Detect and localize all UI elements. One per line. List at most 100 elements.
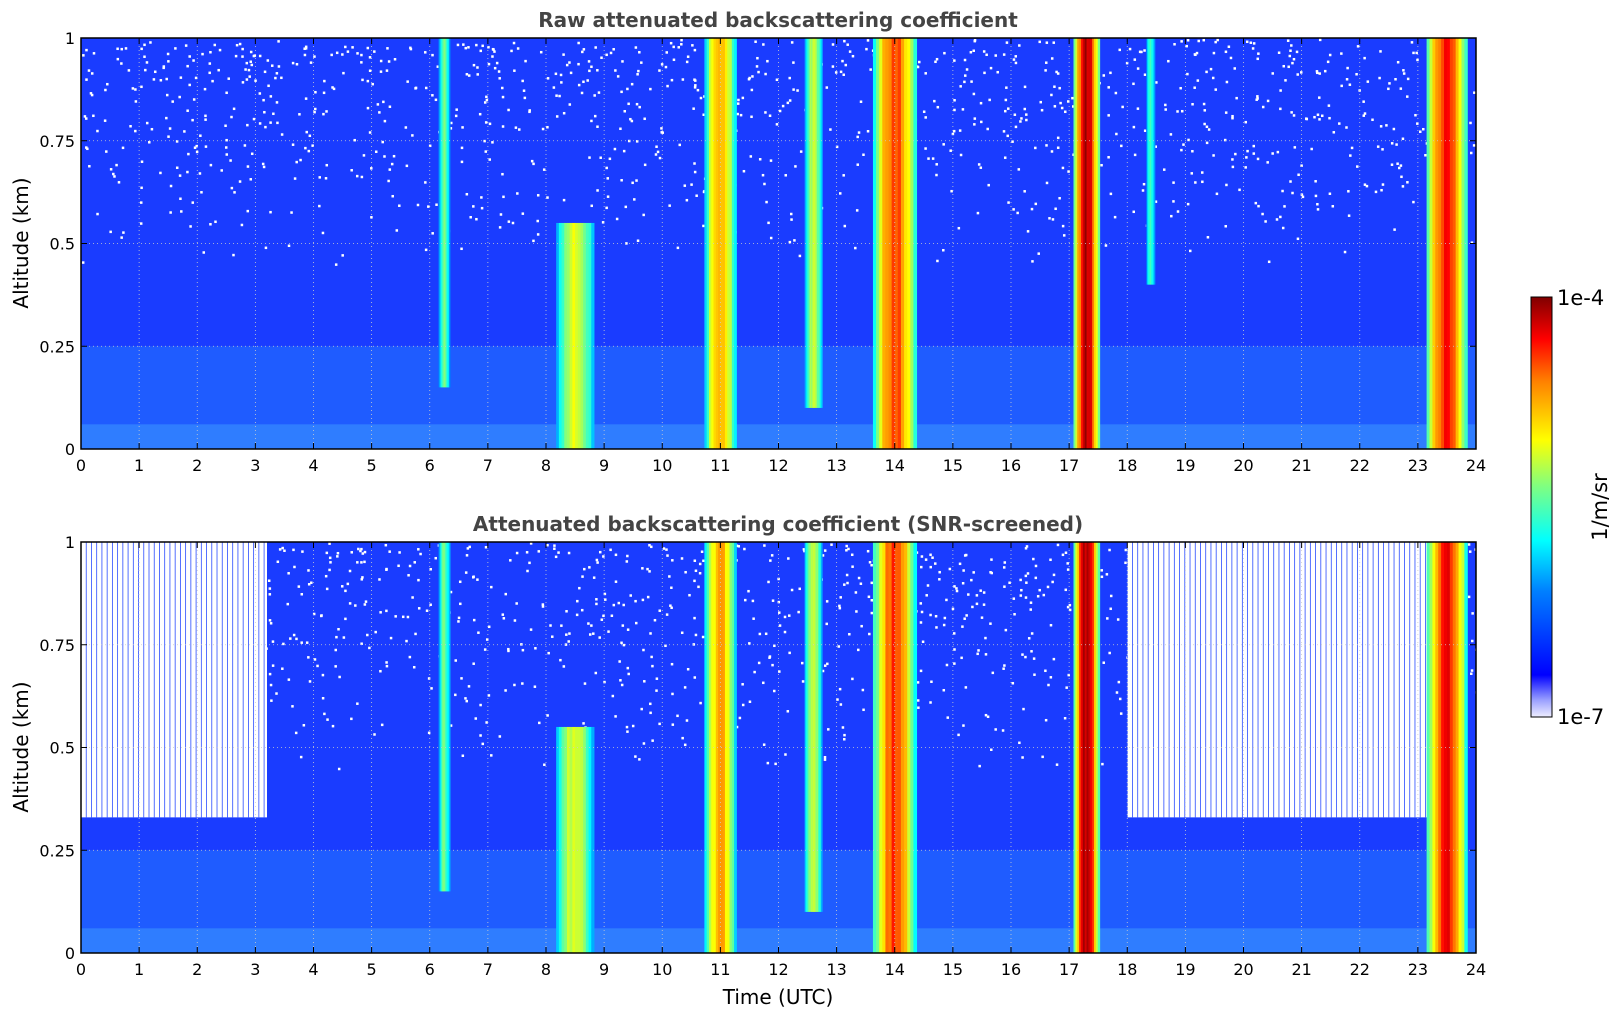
heatmap-cell — [927, 157, 930, 160]
heatmap-cell — [626, 554, 629, 558]
heatmap-cell — [743, 547, 746, 551]
heatmap-cell — [1197, 39, 1200, 43]
heatmap-cell — [990, 571, 993, 575]
heatmap-cell — [1119, 712, 1123, 715]
heatmap-cell — [778, 624, 782, 627]
heatmap-cell — [254, 79, 257, 82]
heatmap-cell — [1116, 618, 1120, 621]
heatmap-cell — [1176, 210, 1180, 213]
heatmap-cell — [1073, 542, 1076, 953]
heatmap-cell — [805, 38, 808, 408]
heatmap-cell — [383, 119, 387, 123]
heatmap-cell — [741, 683, 744, 686]
heatmap-cell — [270, 699, 273, 702]
heatmap-cell — [528, 109, 531, 112]
heatmap-cell — [799, 150, 803, 153]
heatmap-cell — [479, 734, 482, 737]
heatmap-cell — [843, 738, 846, 741]
heatmap-cell — [90, 72, 94, 75]
heatmap-cell — [839, 596, 842, 599]
heatmap-cell — [293, 177, 297, 180]
heatmap-cell — [458, 580, 462, 584]
heatmap-cell — [693, 616, 696, 620]
heatmap-cell — [366, 106, 370, 110]
heatmap-cell — [979, 589, 982, 592]
heatmap-cell — [359, 549, 362, 553]
heatmap-cell — [744, 598, 747, 602]
heatmap-cell — [621, 60, 624, 63]
heatmap-cell — [363, 603, 367, 606]
heatmap-cell — [324, 177, 328, 180]
heatmap-cell — [366, 46, 370, 50]
heatmap-cell — [613, 147, 617, 151]
heatmap-cell — [1180, 40, 1183, 43]
heatmap-cell — [417, 578, 420, 582]
heatmap-cell — [120, 62, 123, 65]
heatmap-cell — [1419, 130, 1422, 133]
heatmap-cell — [1023, 85, 1027, 89]
heatmap-cell — [560, 624, 563, 627]
heatmap-cell — [1162, 168, 1166, 171]
heatmap-cell — [321, 696, 325, 700]
heatmap-cell — [804, 38, 807, 408]
heatmap-cell — [610, 614, 614, 617]
heatmap-cell — [442, 542, 444, 892]
heatmap-cell — [934, 614, 938, 618]
heatmap-cell — [748, 700, 752, 704]
heatmap-cell — [378, 578, 381, 581]
heatmap-cell — [1347, 214, 1351, 217]
heatmap-cell — [291, 705, 294, 708]
heatmap-cell — [646, 595, 650, 599]
y-tick-label: 0.5 — [50, 235, 75, 254]
heatmap-cell — [962, 569, 965, 572]
heatmap-cell — [522, 89, 526, 92]
heatmap-cell — [262, 98, 265, 102]
heatmap-cell — [897, 542, 902, 953]
heatmap-cell — [819, 542, 822, 912]
heatmap-cell — [1201, 171, 1204, 174]
heatmap-cell — [1141, 189, 1145, 192]
heatmap-cell — [247, 68, 251, 72]
heatmap-cell — [964, 686, 968, 689]
heatmap-cell — [930, 680, 933, 683]
heatmap-cell — [1412, 51, 1415, 55]
heatmap-cell — [1079, 542, 1082, 953]
heatmap-cell — [127, 69, 131, 72]
y-tick-label: 0 — [65, 944, 75, 963]
heatmap-cell — [305, 130, 308, 134]
heatmap-cell — [870, 599, 874, 602]
heatmap-cell — [334, 648, 337, 652]
heatmap-cell — [671, 692, 674, 696]
heatmap-cell — [1034, 202, 1038, 206]
heatmap-cell — [564, 726, 568, 953]
x-tick-label: 24 — [1466, 456, 1486, 475]
heatmap-cell — [1415, 51, 1418, 55]
heatmap-cell — [526, 569, 529, 573]
heatmap-cell — [798, 254, 802, 258]
heatmap-cell — [1150, 38, 1152, 285]
heatmap-cell — [1113, 215, 1117, 219]
heatmap-cell — [266, 59, 270, 62]
heatmap-cell — [680, 38, 683, 42]
heatmap-cell — [85, 48, 88, 52]
heatmap-cell — [972, 92, 976, 96]
heatmap-cell — [379, 59, 383, 63]
heatmap-cell — [1343, 250, 1347, 254]
heatmap-cell — [1392, 127, 1396, 131]
heatmap-cell — [301, 550, 304, 553]
heatmap-cell — [957, 226, 961, 230]
heatmap-cell — [1470, 669, 1474, 672]
heatmap-cell — [1050, 57, 1054, 60]
heatmap-cell — [660, 127, 663, 130]
heatmap-cell — [307, 569, 310, 572]
heatmap-cell — [1261, 212, 1264, 216]
heatmap-cell — [431, 232, 434, 235]
heatmap-cell — [241, 81, 245, 84]
heatmap-cell — [484, 546, 488, 549]
heatmap-cell — [1051, 218, 1055, 221]
heatmap-cell — [638, 758, 641, 761]
heatmap-cell — [300, 641, 303, 644]
heatmap-cell — [246, 209, 250, 213]
heatmap-cell — [635, 102, 639, 106]
heatmap-cell — [761, 173, 765, 177]
